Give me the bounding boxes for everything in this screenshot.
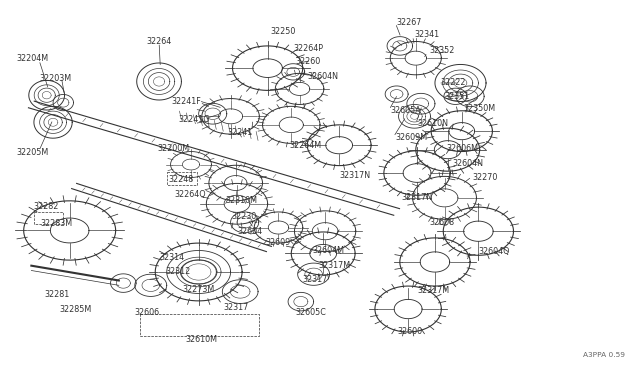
Text: 32605C: 32605C (296, 308, 326, 317)
Text: 32317: 32317 (302, 275, 328, 284)
Text: 32605A: 32605A (390, 106, 421, 115)
Text: 32205M: 32205M (17, 148, 49, 157)
Text: 32317N: 32317N (339, 171, 371, 180)
Text: 32267: 32267 (397, 18, 422, 27)
Text: 32604N: 32604N (307, 72, 338, 81)
Text: A3PPA 0.59: A3PPA 0.59 (583, 352, 625, 358)
Text: 32610M: 32610M (186, 335, 218, 344)
Text: 32281: 32281 (44, 290, 69, 299)
Text: 32609: 32609 (266, 238, 291, 247)
Text: 32264P: 32264P (293, 44, 323, 52)
Text: 32317M: 32317M (417, 286, 449, 295)
Text: 32283M: 32283M (40, 219, 72, 228)
Text: 32317: 32317 (223, 303, 248, 312)
Text: 32204M: 32204M (17, 54, 49, 62)
Text: 32314: 32314 (159, 253, 184, 262)
Text: 32604N: 32604N (453, 158, 484, 167)
Text: 32317M: 32317M (319, 261, 351, 270)
Text: 32241F: 32241F (172, 97, 202, 106)
Text: 32285M: 32285M (60, 305, 92, 314)
Text: 32609M: 32609M (396, 132, 428, 142)
Text: 32608: 32608 (430, 218, 455, 227)
Text: 32250: 32250 (270, 26, 296, 36)
Text: 32282: 32282 (34, 202, 60, 211)
Text: 32604M: 32604M (312, 246, 344, 255)
Text: 32312: 32312 (166, 267, 191, 276)
Text: 32350M: 32350M (464, 105, 496, 113)
Text: 32200M: 32200M (157, 144, 189, 153)
Text: 32230: 32230 (232, 212, 257, 221)
Text: 32264: 32264 (147, 37, 172, 46)
Text: 32606M: 32606M (447, 144, 479, 153)
Text: 32248: 32248 (168, 175, 193, 184)
Text: 32264M: 32264M (289, 141, 321, 151)
Text: 32351: 32351 (445, 92, 470, 101)
Text: 32222: 32222 (440, 78, 465, 87)
Text: 32352: 32352 (430, 46, 455, 55)
Text: 32317N: 32317N (402, 193, 433, 202)
Text: 32610N: 32610N (417, 119, 448, 128)
Text: 32606: 32606 (135, 308, 160, 317)
Text: 32264Q: 32264Q (174, 190, 206, 199)
Text: 32604Q: 32604Q (478, 247, 510, 256)
Text: 32241: 32241 (227, 128, 253, 137)
Text: 32341: 32341 (415, 30, 440, 39)
Text: 32604: 32604 (237, 227, 262, 236)
Text: 32203M: 32203M (39, 74, 71, 83)
Text: 32310M: 32310M (225, 196, 257, 205)
Text: 32241G: 32241G (178, 115, 210, 124)
Text: 32600: 32600 (398, 327, 423, 336)
Text: 32270: 32270 (472, 173, 497, 182)
Text: 32260: 32260 (296, 57, 321, 66)
Text: 32273M: 32273M (182, 285, 215, 294)
